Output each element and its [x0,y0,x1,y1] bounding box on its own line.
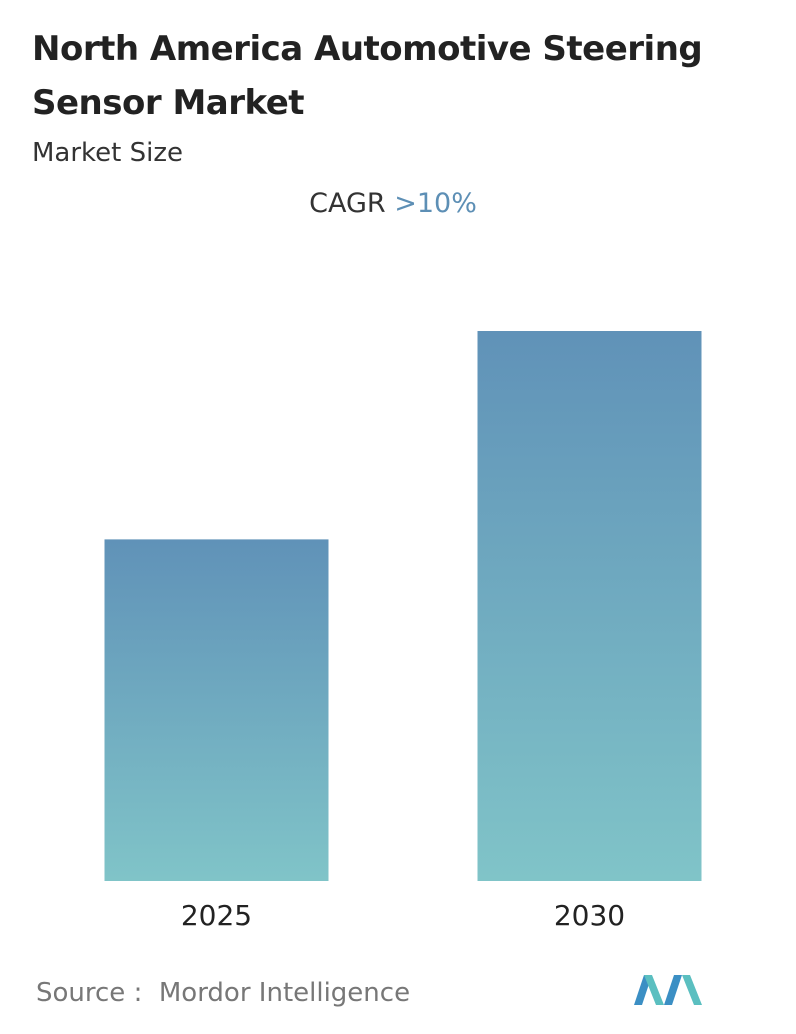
chart-title: North America Automotive Steering Sensor… [32,29,703,123]
x-tick-label: 2025 [181,899,252,932]
source-label: Source : [36,978,143,1008]
chart-subtitle: Market Size [32,138,184,168]
source: Source : Mordor Intelligence [36,978,410,1008]
cagr-label: CAGR [309,188,386,219]
bar [104,539,329,881]
cagr: CAGR >10% [0,188,786,219]
bar [477,331,702,881]
cagr-value: >10% [394,188,477,219]
logo [634,975,702,1005]
source-name: Mordor Intelligence [158,978,411,1008]
x-tick-label: 2030 [554,899,625,932]
